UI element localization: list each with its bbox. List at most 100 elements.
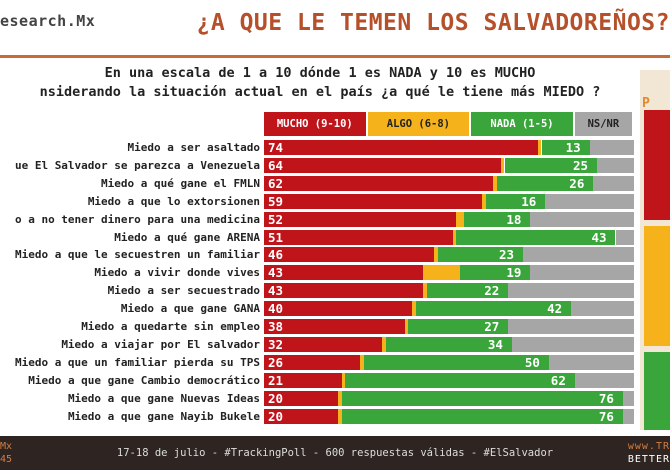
bar-nsnr: [530, 211, 634, 227]
bar-nsnr: [589, 140, 634, 155]
category-label: ue El Salvador se parezca a Venezuela: [14, 158, 260, 172]
bar-algo: [493, 175, 498, 191]
bar-mucho: [264, 390, 338, 406]
bar-nsnr: [615, 229, 634, 245]
bar-mucho: [264, 265, 424, 281]
value-label: 50: [524, 354, 540, 370]
header-divider: [0, 55, 670, 58]
bar-algo: [338, 408, 342, 424]
side-strip-yellow: [644, 226, 670, 346]
value-label: 23: [499, 247, 515, 263]
value-label: 25: [573, 157, 589, 173]
bar-nsnr: [511, 336, 634, 352]
footer-caption: 17-18 de julio - #TrackingPoll - 600 res…: [116, 447, 554, 459]
value-label: 46: [268, 247, 284, 263]
bar-nada: [386, 336, 512, 352]
bar-algo: [423, 265, 461, 281]
page-title: ¿A QUE LE TEMEN LOS SALVADOREÑOS?: [196, 10, 670, 36]
bar-mucho: [264, 372, 342, 388]
value-label: 21: [268, 372, 284, 388]
bar-mucho: [264, 319, 405, 334]
bar-nada: [408, 319, 509, 334]
bar-nada: [426, 283, 509, 299]
bar-algo: [412, 301, 416, 317]
category-label: Miedo a que gane Nuevas Ideas: [67, 391, 260, 405]
value-label: 64: [268, 157, 284, 173]
bar-nada: [504, 157, 597, 173]
bar-algo: [382, 336, 387, 352]
footer-website: www.TR: [627, 441, 670, 452]
bar-mucho: [264, 408, 338, 424]
question-line-2: nsiderando la situación actual en el paí…: [39, 84, 601, 100]
footer: Mx 45 17-18 de julio - #TrackingPoll - 6…: [0, 436, 670, 470]
bar-nsnr: [622, 390, 634, 406]
category-label: Miedo a qué gane el FMLN: [101, 176, 260, 190]
bar-nsnr: [622, 408, 634, 424]
side-panel-label: P: [642, 96, 650, 111]
bar-nada: [341, 390, 623, 406]
bar-nsnr: [523, 247, 634, 263]
bar-nada: [456, 229, 616, 245]
bar-algo: [423, 283, 427, 299]
category-label: Miedo a que gane Cambio democrático: [28, 373, 260, 387]
bar-algo: [434, 247, 438, 263]
legend-nada: NADA (1-5): [471, 112, 573, 136]
header: esearch.Mx ¿A QUE LE TEMEN LOS SALVADORE…: [0, 0, 670, 62]
bar-mucho: [264, 283, 424, 299]
value-label: 62: [550, 372, 566, 388]
bar-algo: [482, 193, 486, 209]
category-label: Miedo a que le secuestren un familiar: [14, 248, 260, 262]
value-label: 26: [268, 354, 284, 370]
bar-nsnr: [548, 354, 634, 370]
brand-name: esearch.Mx: [0, 12, 96, 30]
bar-mucho: [264, 247, 435, 263]
bar-mucho: [264, 157, 501, 173]
category-label: Miedo a viajar por El salvador: [61, 337, 260, 351]
footer-left-1: Mx: [0, 441, 13, 452]
side-strip-green: [644, 352, 670, 430]
value-label: 74: [268, 140, 284, 155]
bar-nsnr: [508, 283, 634, 299]
legend-nsnr: NS/NR: [574, 112, 632, 136]
value-label: 32: [268, 336, 284, 352]
value-label: 20: [268, 408, 284, 424]
footer-left-2: 45: [0, 454, 13, 465]
side-panel: P: [640, 70, 670, 430]
value-label: 76: [598, 390, 614, 406]
bar-nada: [460, 265, 531, 281]
question-line-1: En una escala de 1 a 10 dónde 1 es NADA …: [104, 65, 536, 81]
value-label: 52: [268, 211, 284, 227]
bar-nsnr: [571, 301, 634, 317]
value-label: 43: [268, 265, 284, 281]
value-label: 59: [268, 193, 284, 209]
value-label: 16: [521, 193, 537, 209]
bar-nada: [541, 140, 590, 155]
bar-mucho: [264, 336, 383, 352]
category-label: o a no tener dinero para una medicina: [14, 212, 260, 226]
value-label: 76: [598, 408, 614, 424]
value-label: 26: [569, 175, 585, 191]
value-label: 40: [268, 301, 284, 317]
value-label: 20: [268, 390, 284, 406]
category-label: Miedo a ser secuestrado: [107, 284, 260, 298]
bar-nsnr: [508, 319, 634, 334]
bar-algo: [338, 390, 342, 406]
bar-nada: [341, 408, 623, 424]
bar-mucho: [264, 193, 483, 209]
value-label: 43: [591, 229, 607, 245]
category-label: Miedo a vivir donde vives: [94, 266, 260, 280]
bar-nada: [497, 175, 594, 191]
value-label: 62: [268, 175, 284, 191]
bar-mucho: [264, 301, 412, 317]
bar-nsnr: [597, 157, 634, 173]
bar-nada: [437, 247, 523, 263]
bar-mucho: [264, 354, 361, 370]
value-label: 27: [484, 319, 500, 334]
legend-algo: ALGO (6-8): [367, 112, 470, 136]
footer-tagline: BETTER: [627, 454, 670, 465]
bar-algo: [452, 229, 457, 245]
bar-nsnr: [574, 372, 634, 388]
bar-nada: [486, 193, 546, 209]
bar-nada: [363, 354, 549, 370]
category-label: Miedo a que lo extorsionen: [87, 194, 260, 208]
